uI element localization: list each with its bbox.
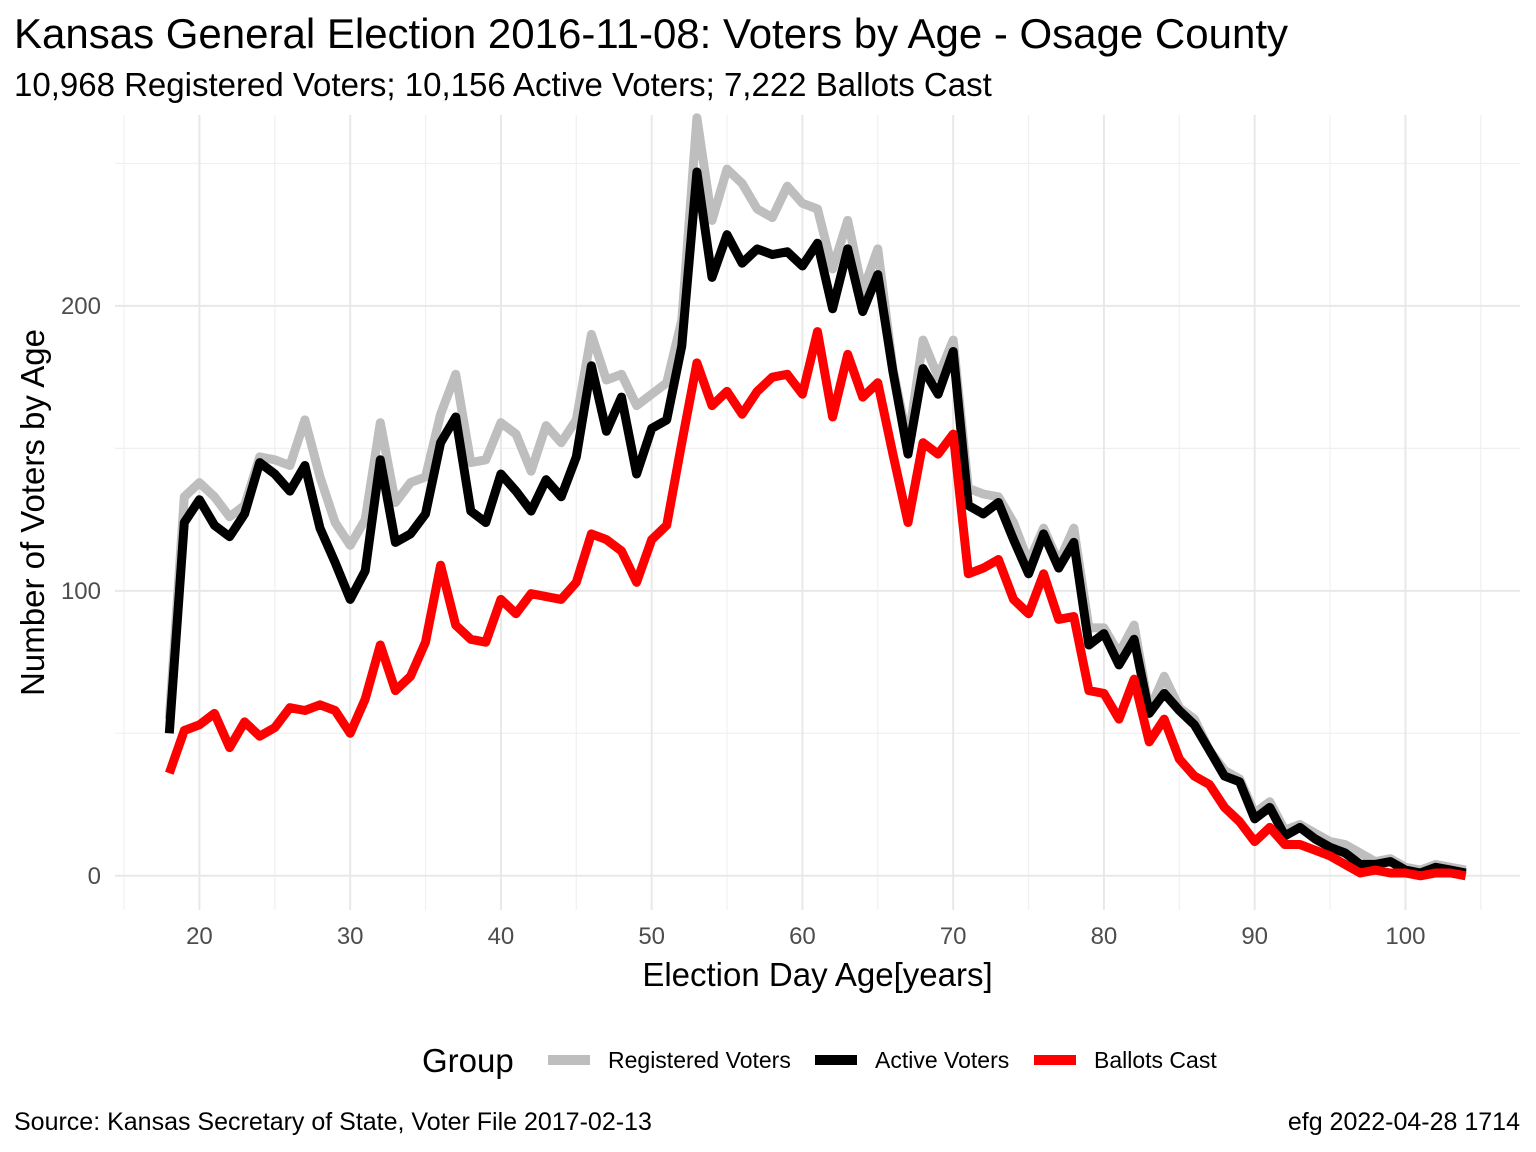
credit-caption: efg 2022-04-28 1714 xyxy=(1287,1108,1520,1136)
x-tick-label: 40 xyxy=(488,923,515,950)
series-line-registered-voters xyxy=(164,113,1467,875)
series-line-active-voters xyxy=(164,167,1467,878)
x-tick-label: 70 xyxy=(940,923,967,950)
y-tick-label: 100 xyxy=(61,578,101,605)
source-caption: Source: Kansas Secretary of State, Voter… xyxy=(14,1108,652,1136)
y-axis-ticks: 0 100 200 xyxy=(61,293,101,890)
legend: Group Registered Voters Active Voters Ball… xyxy=(422,1042,1217,1079)
minor-gridlines xyxy=(115,115,1520,910)
legend-title: Group xyxy=(422,1042,514,1079)
x-tick-label: 30 xyxy=(337,923,364,950)
legend-label: Registered Voters xyxy=(608,1047,791,1073)
chart-title: Kansas General Election 2016-11-08: Vote… xyxy=(14,10,1288,57)
series-line-ballots-cast xyxy=(165,327,1467,881)
chart-subtitle: 10,968 Registered Voters; 10,156 Active … xyxy=(14,66,992,103)
x-tick-label: 20 xyxy=(186,923,213,950)
x-tick-label: 90 xyxy=(1241,923,1268,950)
x-tick-label: 50 xyxy=(638,923,665,950)
y-tick-label: 200 xyxy=(61,293,101,320)
y-axis-title: Number of Voters by Age xyxy=(14,329,51,696)
x-tick-label: 60 xyxy=(789,923,816,950)
major-gridlines xyxy=(115,115,1520,910)
x-tick-label: 80 xyxy=(1091,923,1118,950)
legend-label: Ballots Cast xyxy=(1094,1047,1217,1073)
y-tick-label: 0 xyxy=(88,863,101,890)
series-lines xyxy=(164,113,1467,881)
x-axis-title: Election Day Age[years] xyxy=(642,956,992,993)
x-tick-label: 100 xyxy=(1385,923,1425,950)
x-axis-ticks: 20 30 40 50 60 70 80 90 100 xyxy=(186,923,1425,950)
legend-label: Active Voters xyxy=(875,1047,1009,1073)
